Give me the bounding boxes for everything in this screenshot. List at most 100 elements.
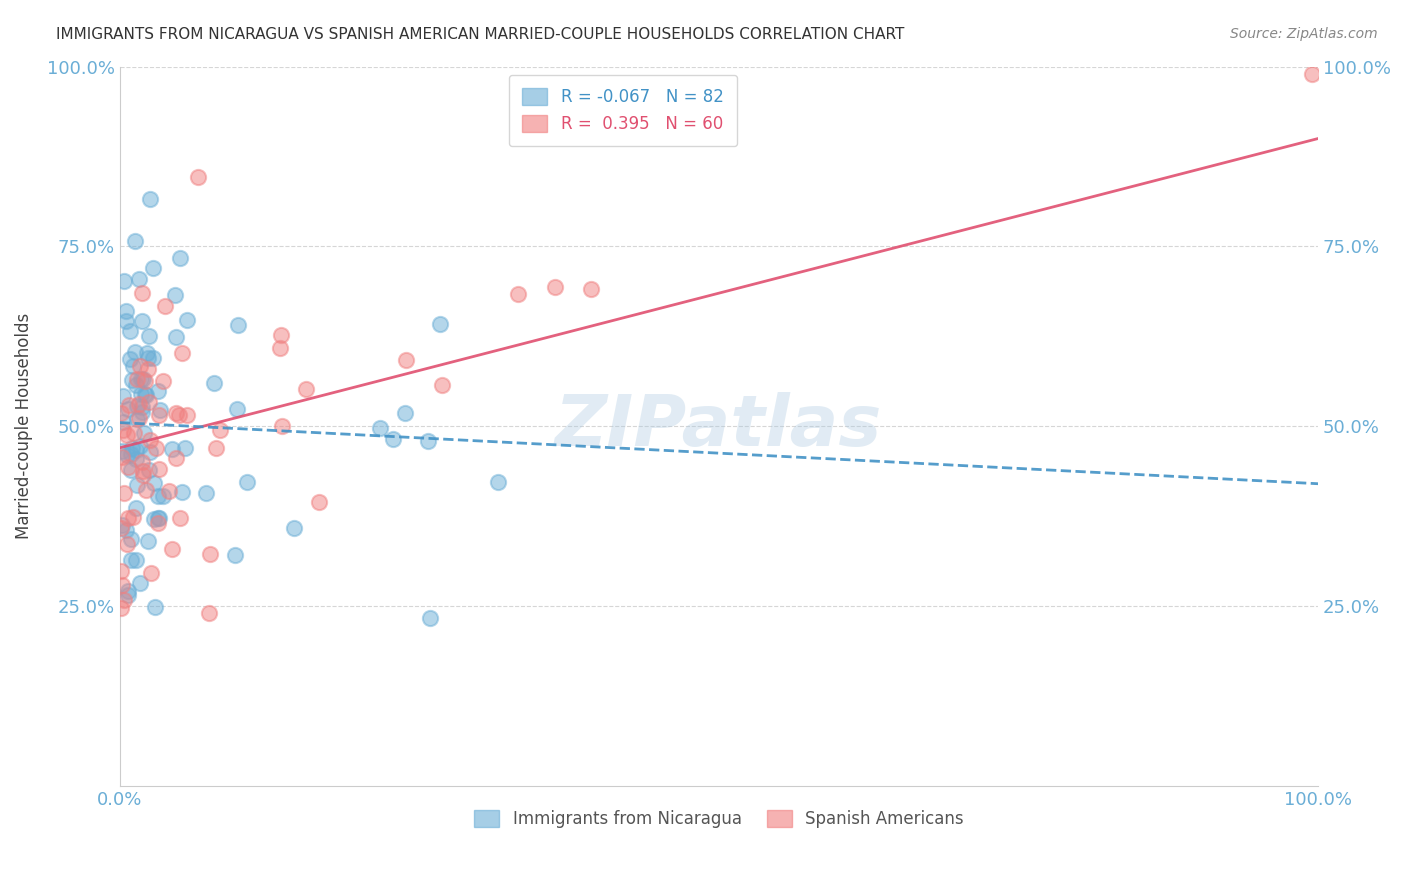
Legend: Immigrants from Nicaragua, Spanish Americans: Immigrants from Nicaragua, Spanish Ameri… bbox=[468, 804, 970, 835]
Point bbox=[165, 450, 187, 465]
Point bbox=[120, 352, 142, 367]
Point bbox=[139, 445, 162, 459]
Point bbox=[115, 428, 138, 442]
Point bbox=[112, 424, 135, 438]
Point bbox=[145, 600, 167, 615]
Point bbox=[368, 421, 391, 435]
Point bbox=[172, 485, 194, 500]
Point bbox=[110, 517, 132, 532]
Point bbox=[270, 327, 292, 342]
Point bbox=[128, 271, 150, 285]
Text: IMMIGRANTS FROM NICARAGUA VS SPANISH AMERICAN MARRIED-COUPLE HOUSEHOLDS CORRELAT: IMMIGRANTS FROM NICARAGUA VS SPANISH AME… bbox=[56, 27, 904, 42]
Point bbox=[117, 510, 139, 524]
Point bbox=[208, 423, 231, 437]
Point bbox=[166, 330, 188, 344]
Point bbox=[202, 376, 225, 390]
Point bbox=[115, 304, 138, 318]
Point bbox=[508, 287, 530, 301]
Point bbox=[132, 464, 155, 478]
Point bbox=[134, 374, 156, 388]
Point bbox=[129, 387, 152, 401]
Point bbox=[122, 359, 145, 373]
Point bbox=[142, 351, 165, 365]
Point bbox=[117, 402, 139, 417]
Point bbox=[146, 516, 169, 530]
Point bbox=[138, 192, 160, 206]
Point bbox=[134, 387, 156, 401]
Point bbox=[122, 509, 145, 524]
Point bbox=[146, 489, 169, 503]
Point bbox=[170, 346, 193, 360]
Point bbox=[117, 589, 139, 603]
Point bbox=[115, 537, 138, 551]
Point bbox=[128, 359, 150, 373]
Point bbox=[226, 318, 249, 332]
Point bbox=[139, 566, 162, 580]
Point bbox=[110, 521, 132, 535]
Point bbox=[135, 483, 157, 497]
Point bbox=[124, 344, 146, 359]
Point bbox=[125, 553, 148, 567]
Point bbox=[118, 324, 141, 338]
Point bbox=[131, 286, 153, 301]
Point bbox=[205, 442, 228, 456]
Y-axis label: Married-couple Households: Married-couple Households bbox=[15, 313, 32, 540]
Point bbox=[176, 313, 198, 327]
Text: Source: ZipAtlas.com: Source: ZipAtlas.com bbox=[1230, 27, 1378, 41]
Point bbox=[131, 313, 153, 327]
Point bbox=[128, 410, 150, 425]
Point bbox=[162, 541, 184, 556]
Point bbox=[224, 548, 246, 562]
Point bbox=[111, 577, 134, 591]
Point bbox=[429, 317, 451, 331]
Point bbox=[110, 450, 132, 464]
Point bbox=[146, 384, 169, 399]
Point bbox=[129, 372, 152, 386]
Point bbox=[112, 389, 135, 403]
Point bbox=[111, 443, 134, 458]
Point bbox=[395, 352, 418, 367]
Point bbox=[138, 463, 160, 477]
Point bbox=[152, 489, 174, 503]
Point bbox=[382, 432, 405, 446]
Point bbox=[121, 373, 143, 387]
Point bbox=[125, 399, 148, 413]
Point bbox=[120, 462, 142, 476]
Point bbox=[225, 401, 247, 416]
Point bbox=[120, 552, 142, 566]
Point bbox=[125, 478, 148, 492]
Point bbox=[419, 610, 441, 624]
Point bbox=[132, 426, 155, 441]
Point bbox=[132, 468, 155, 483]
Point bbox=[125, 411, 148, 425]
Point bbox=[148, 511, 170, 525]
Point bbox=[174, 441, 197, 455]
Point bbox=[129, 575, 152, 590]
Point bbox=[269, 342, 291, 356]
Point bbox=[145, 442, 167, 456]
Point bbox=[160, 442, 183, 456]
Point bbox=[128, 439, 150, 453]
Point bbox=[112, 274, 135, 288]
Point bbox=[131, 405, 153, 419]
Point bbox=[136, 533, 159, 548]
Point bbox=[111, 415, 134, 429]
Point bbox=[143, 511, 166, 525]
Point bbox=[187, 169, 209, 184]
Point bbox=[125, 451, 148, 466]
Point bbox=[125, 443, 148, 458]
Point bbox=[138, 394, 160, 409]
Point bbox=[544, 280, 567, 294]
Point bbox=[117, 460, 139, 475]
Point bbox=[110, 564, 132, 578]
Point bbox=[121, 442, 143, 456]
Point bbox=[125, 500, 148, 515]
Point bbox=[167, 409, 190, 423]
Point bbox=[117, 584, 139, 599]
Point bbox=[155, 299, 177, 313]
Point bbox=[136, 345, 159, 359]
Point bbox=[136, 362, 159, 376]
Point bbox=[139, 434, 162, 448]
Point bbox=[486, 475, 509, 489]
Point bbox=[131, 455, 153, 469]
